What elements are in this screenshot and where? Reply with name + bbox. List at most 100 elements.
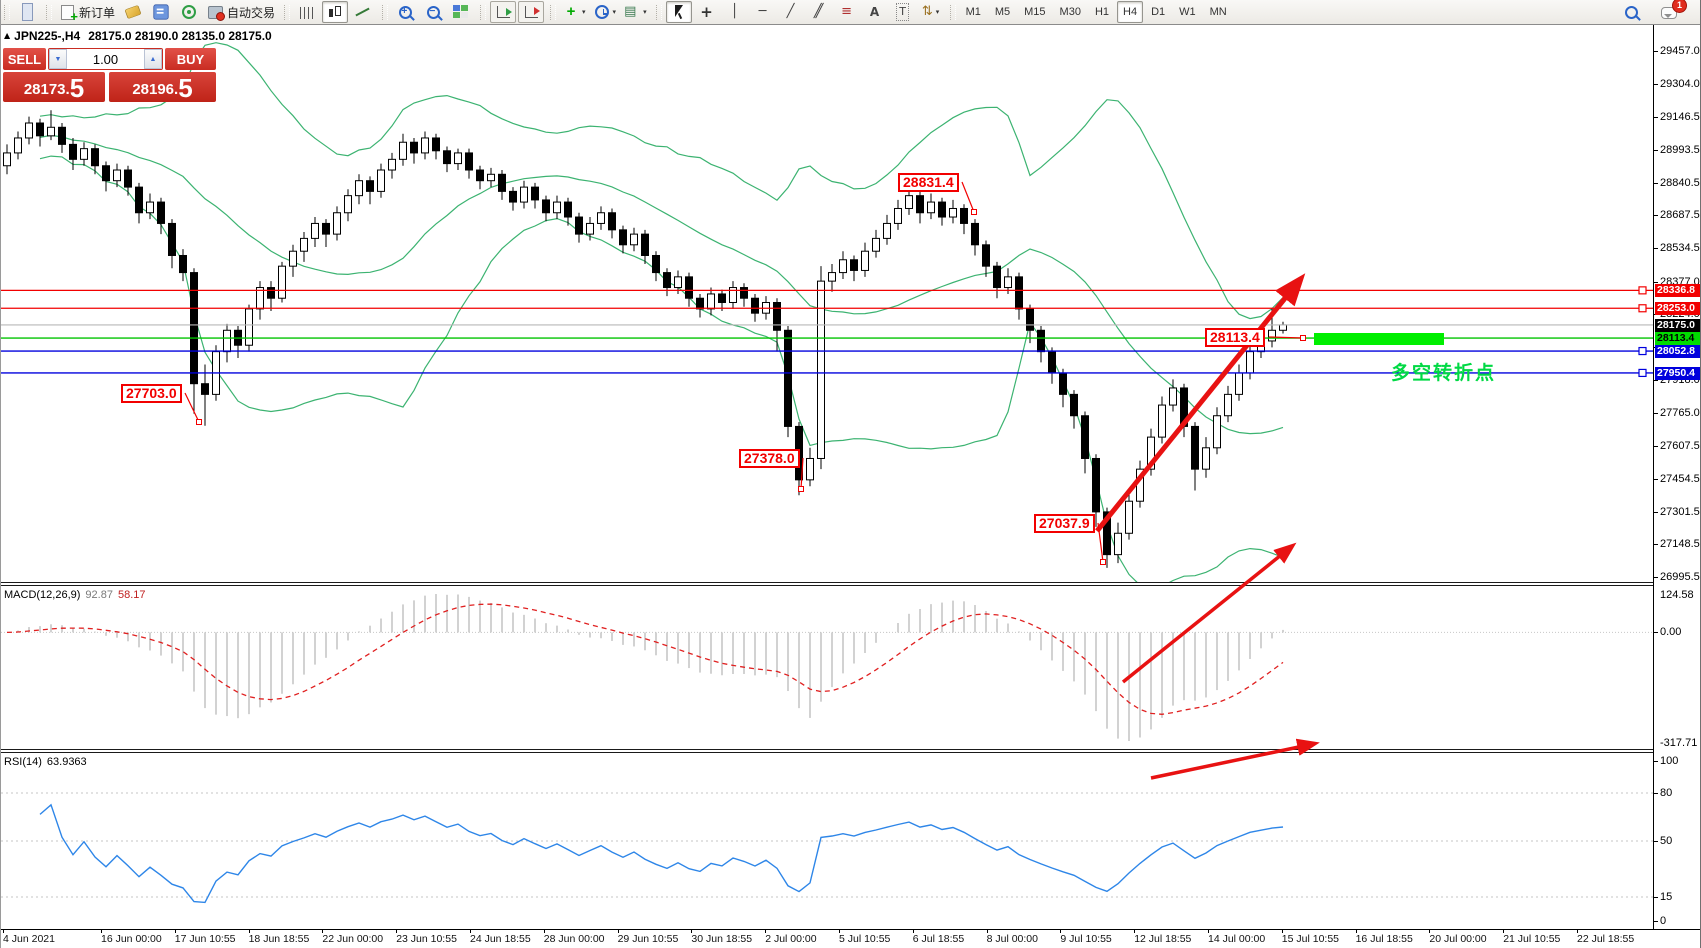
price-callout[interactable]: 27703.0 [121, 384, 182, 403]
fibonacci-icon: ≡ [841, 4, 853, 19]
candle-body [1015, 276, 1023, 310]
price-callout[interactable]: 27037.9 [1034, 514, 1095, 533]
time-axis-label: 23 Jun 10:55 [396, 933, 457, 945]
signals-button[interactable] [176, 1, 202, 23]
candle-body [465, 152, 473, 171]
time-axis[interactable]: 4 Jun 2021 16 Jun 00:00 17 Jun 10:55 18 Jun… [1, 929, 1700, 948]
new-order-icon [61, 4, 78, 24]
profiles-button[interactable] [120, 1, 146, 23]
line-anchor-marker[interactable] [1638, 304, 1647, 313]
time-axis-tick [396, 930, 398, 933]
crosshair-button[interactable]: + [694, 1, 720, 23]
horizontal-line-button[interactable]: ─ [750, 1, 776, 23]
tf-m15[interactable]: M15 [1018, 1, 1051, 23]
price-tag-green: 28113.4 [1655, 332, 1700, 346]
rsi-pane[interactable] [1, 753, 1653, 929]
price-callout[interactable]: 28113.4 [1205, 328, 1265, 347]
vertical-line-button[interactable]: │ [722, 1, 748, 23]
main-chart-canvas[interactable] [1, 25, 1653, 582]
volume-input[interactable]: 1.00 [92, 51, 119, 67]
time-axis-label: 17 Jun 10:55 [174, 933, 236, 945]
candle-body [938, 201, 946, 218]
tf-m30[interactable]: M30 [1054, 1, 1087, 23]
autotrading-button[interactable]: 自动交易 [204, 1, 278, 23]
green-highlight-zone[interactable] [1314, 333, 1444, 345]
buy-button[interactable]: BUY [165, 48, 216, 70]
one-click-collapse-icon[interactable]: ▲ [4, 31, 11, 40]
tf-m1[interactable]: M1 [960, 1, 987, 23]
tf-d1[interactable]: D1 [1145, 1, 1171, 23]
time-axis-label: 16 Jun 00:00 [101, 933, 162, 945]
pane-separator[interactable] [1, 749, 1700, 753]
line-anchor-marker[interactable] [1638, 286, 1647, 295]
autotrading-label: 自动交易 [227, 5, 276, 20]
auto-scroll-button[interactable] [490, 1, 517, 23]
candle-body [1114, 532, 1122, 556]
line-chart-button[interactable] [350, 1, 376, 23]
dropdown-caret-icon[interactable]: ▾ [935, 8, 940, 16]
tf-h1-label: H1 [1094, 6, 1110, 18]
candle-body [168, 222, 176, 256]
arrows-button[interactable]: ⇅ ▾ [918, 1, 944, 23]
candlestick-chart-button[interactable] [322, 1, 349, 23]
periods-button[interactable]: ▾ [591, 1, 620, 23]
line-anchor-marker[interactable] [1638, 368, 1647, 378]
sell-price-display[interactable]: 28173. 5 [3, 72, 105, 102]
candle-body [872, 237, 880, 252]
time-axis-label: 12 Jul 18:55 [1134, 933, 1192, 945]
chart-shift-button[interactable] [518, 1, 545, 23]
buy-price-display[interactable]: 28196. 5 [109, 72, 216, 102]
templates-button[interactable]: ▤ ▾ [621, 1, 650, 23]
notifications-button[interactable]: 1 [1656, 0, 1687, 23]
sell-button[interactable]: SELL [3, 48, 46, 70]
candle-body [124, 169, 132, 188]
trend-line-button[interactable]: ╱ [778, 1, 804, 23]
tf-mn[interactable]: MN [1204, 1, 1233, 23]
zoom-out-button[interactable]: − [420, 1, 446, 23]
line-anchor-marker[interactable] [1638, 346, 1647, 356]
equidistant-channel-button[interactable]: ╱╱ [806, 1, 832, 23]
zoom-out-icon: − [426, 5, 440, 19]
price-axis[interactable]: 29457.0 29304.0 29146.5 28993.5 28840.5 28687… [1653, 25, 1700, 929]
tile-windows-button[interactable] [448, 1, 474, 23]
pane-separator[interactable] [1, 582, 1700, 586]
tf-w1[interactable]: W1 [1173, 1, 1202, 23]
tf-m5[interactable]: M5 [989, 1, 1016, 23]
fibonacci-button[interactable]: ≡ [834, 1, 860, 23]
price-callout[interactable]: 27378.0 [739, 449, 800, 468]
candle-body [344, 195, 352, 214]
trend-line-icon: ╱ [786, 4, 795, 19]
price-axis-tick [1654, 281, 1658, 283]
tf-d1-label: D1 [1151, 6, 1166, 18]
cursor-button[interactable] [665, 1, 692, 23]
text-label-button[interactable]: T [890, 1, 916, 23]
new-chart-partial-button[interactable] [14, 1, 40, 23]
notification-badge: 1 [1672, 0, 1687, 13]
arrows-icon: ⇅ [921, 4, 933, 19]
candle-body [696, 297, 704, 310]
tf-h4[interactable]: H4 [1117, 1, 1144, 23]
turning-point-annotation[interactable]: 多空转折点 [1391, 363, 1497, 384]
volume-decrease-button[interactable]: ▼ [49, 49, 67, 69]
candle-body [564, 201, 572, 218]
dropdown-caret-icon[interactable]: ▾ [582, 8, 586, 16]
price-callout[interactable]: 28831.4 [898, 173, 959, 192]
indicators-button[interactable]: + ▾ [560, 1, 589, 23]
text-button[interactable]: A [862, 1, 888, 23]
text-icon: A [869, 5, 880, 19]
zoom-in-button[interactable]: + [392, 1, 418, 23]
macd-pane[interactable] [1, 586, 1653, 749]
candle-body [487, 173, 495, 182]
candle-body [1037, 329, 1045, 353]
dropdown-caret-icon[interactable]: ▾ [612, 8, 617, 16]
new-order-button[interactable]: 新订单 [56, 1, 118, 24]
dropdown-caret-icon[interactable]: ▾ [643, 8, 647, 16]
search-button[interactable] [1618, 1, 1644, 23]
price-axis-tick [1654, 215, 1658, 217]
market-watch-button[interactable] [148, 1, 174, 23]
time-axis-label: 20 Jul 00:00 [1429, 933, 1487, 945]
candle-body [289, 250, 297, 267]
bar-chart-button[interactable] [294, 1, 320, 23]
volume-increase-button[interactable]: ▲ [144, 49, 162, 69]
tf-h1[interactable]: H1 [1089, 1, 1115, 23]
